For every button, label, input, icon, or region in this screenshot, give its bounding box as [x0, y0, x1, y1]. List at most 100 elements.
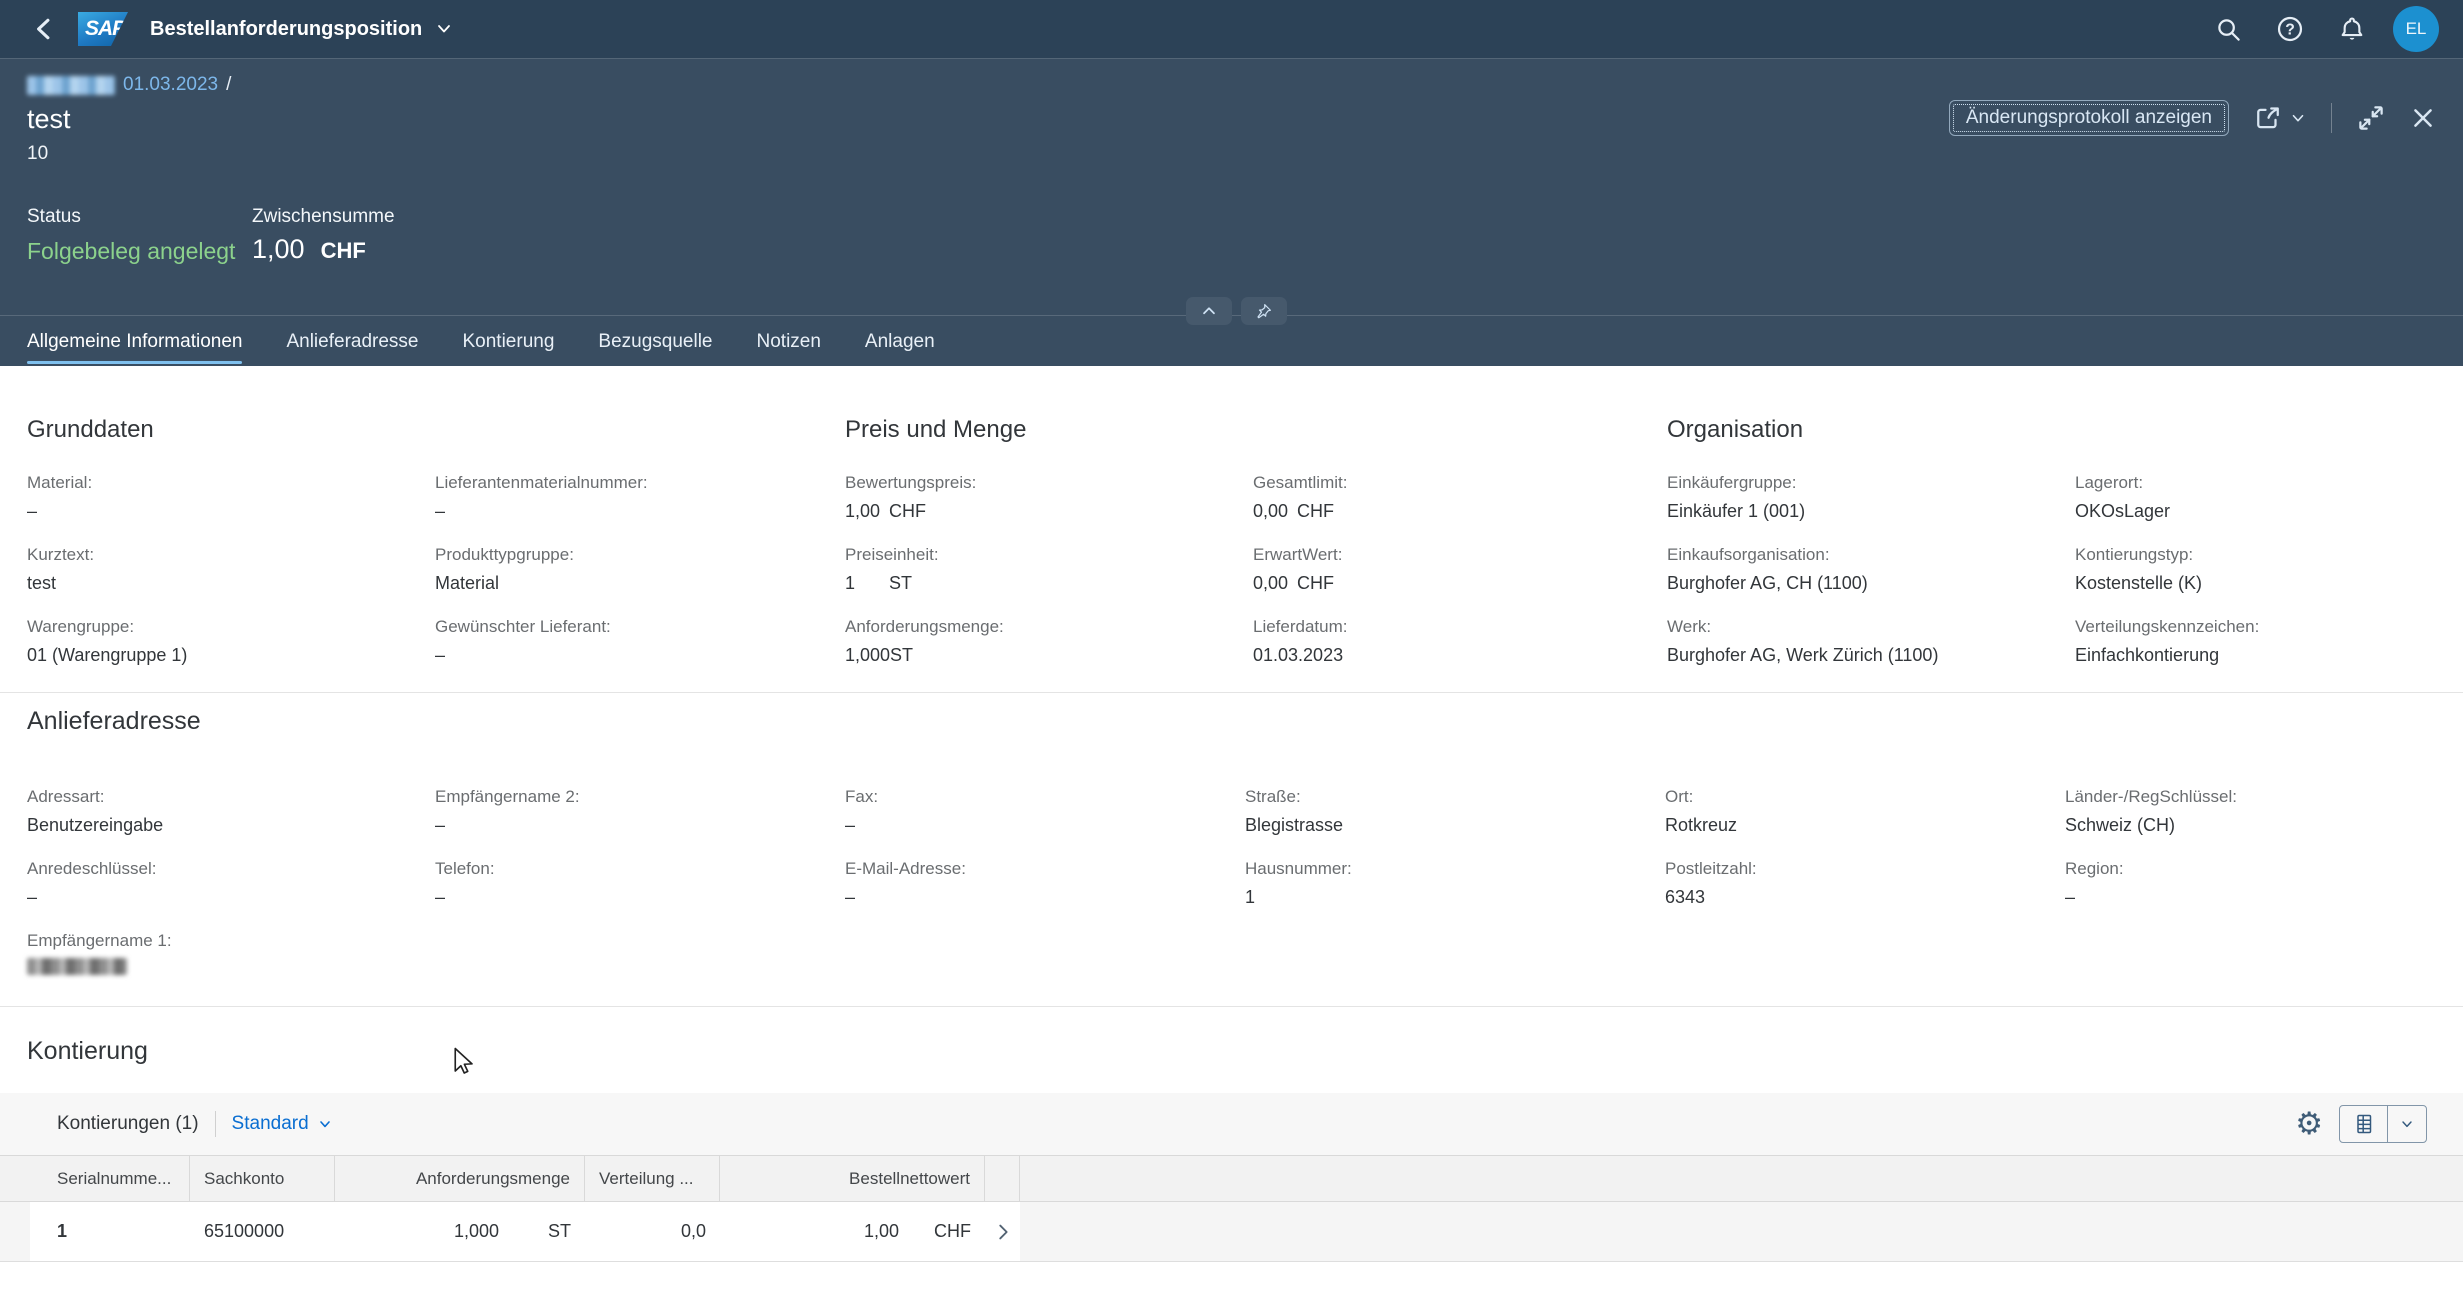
field-value: – [845, 815, 856, 835]
export-split-button [2339, 1105, 2427, 1143]
field: Warengruppe: 01 (Warengruppe 1) [27, 616, 435, 668]
field-value [27, 957, 435, 982]
field-label: Adressart: [27, 787, 105, 806]
help-button[interactable]: ? [2269, 8, 2311, 50]
tab-kontierung[interactable]: Kontierung [462, 331, 555, 352]
field: Lieferantenmaterialnummer: – [435, 472, 845, 524]
field: Adressart: Benutzereingabe [27, 786, 435, 838]
search-button[interactable] [2207, 8, 2249, 50]
pin-header-button[interactable] [1241, 297, 1287, 325]
page-subtitle: 10 [27, 143, 49, 164]
field-label: Kontierungstyp: [2075, 545, 2194, 564]
collapse-header-button[interactable] [1186, 297, 1232, 325]
show-change-log-button[interactable]: Änderungsprotokoll anzeigen [1948, 100, 2229, 136]
section-divider [0, 692, 2463, 693]
field: Lieferdatum: 01.03.2023 [1253, 616, 1667, 668]
field: Ort: Rotkreuz [1665, 786, 2065, 838]
help-icon: ? [2276, 15, 2304, 43]
field: Verteilungskennzeichen: Einfachkontierung [2075, 616, 2436, 668]
share-button[interactable] [2253, 103, 2283, 133]
chevron-down-icon [2399, 1116, 2415, 1132]
redacted-value [27, 958, 127, 975]
table-header-row: Serialnumme... Sachkonto Anforderungsmen… [0, 1155, 2463, 1202]
status-label: Status [27, 206, 81, 227]
field-label: Bewertungspreis: [845, 473, 977, 492]
field-value: 1,00 CHF [845, 501, 926, 521]
field-label: ErwartWert: [1253, 545, 1343, 564]
tab-anlagen[interactable]: Anlagen [864, 331, 935, 352]
field-value: 6343 [1665, 887, 1706, 907]
back-button[interactable] [24, 8, 66, 50]
column-header-verteilung[interactable]: Verteilung ... [585, 1156, 720, 1201]
field: Material: – [27, 472, 435, 524]
breadcrumb-separator: / [226, 74, 232, 95]
column-header-anforderungsmenge[interactable]: Anforderungsmenge [335, 1156, 585, 1201]
svg-text:?: ? [2285, 21, 2295, 38]
bell-icon [2338, 15, 2366, 43]
field-label: Werk: [1667, 617, 1712, 636]
field: Empfängername 2: – [435, 786, 845, 838]
tab-notizen[interactable]: Notizen [756, 331, 821, 352]
group-title: Grunddaten [27, 416, 154, 443]
field-value: Material [435, 573, 500, 593]
field: ErwartWert: 0,00 CHF [1253, 544, 1667, 596]
breadcrumb-date-link[interactable]: 01.03.2023 [123, 74, 219, 95]
tab-allgemeine-informationen[interactable]: Allgemeine Informationen [27, 316, 243, 366]
table-body: 1 65100000 1,000 ST 0,0 1,00 CHF [0, 1202, 2463, 1262]
share-menu-chevron-button[interactable] [2289, 109, 2307, 127]
field: Fax: – [845, 786, 1245, 838]
field-label: Lagerort: [2075, 473, 2144, 492]
field-label: Hausnummer: [1245, 859, 1352, 878]
field-label: Empfängername 1: [27, 931, 172, 950]
sap-logo[interactable]: SAP [78, 12, 128, 46]
cell-anforderungsmenge: 1,000 ST [453, 1221, 571, 1241]
table-settings-button[interactable]: ⚙ [2295, 1108, 2323, 1140]
field-label: Einkäufergruppe: [1667, 473, 1797, 492]
close-icon [2410, 105, 2436, 131]
view-selector-label: Standard [231, 1113, 309, 1134]
app-title-menu[interactable]: Bestellanforderungsposition [150, 18, 454, 41]
spreadsheet-icon [2352, 1112, 2376, 1136]
field-value: – [2065, 887, 2076, 907]
sap-logo-text: SAP [85, 17, 126, 40]
field: Bewertungspreis: 1,00 CHF [845, 472, 1253, 524]
field: Kurztext: test [27, 544, 435, 596]
table-row[interactable]: 1 65100000 1,000 ST 0,0 1,00 CHF [30, 1202, 1020, 1261]
export-button[interactable] [2340, 1106, 2388, 1142]
column-header-sachkonto[interactable]: Sachkonto [190, 1156, 335, 1201]
field-value: 1 ST [845, 573, 913, 593]
notifications-button[interactable] [2331, 8, 2373, 50]
field: Werk: Burghofer AG, Werk Zürich (1100) [1667, 616, 2075, 668]
row-navigation-chevron[interactable] [985, 1221, 1020, 1243]
shell-actions: ? EL [2207, 6, 2439, 52]
tab-anlieferadresse[interactable]: Anlieferadresse [286, 331, 419, 352]
cell-serialnummer: 1 [57, 1221, 68, 1241]
field: E-Mail-Adresse: – [845, 858, 1245, 910]
field-value: Blegistrasse [1245, 815, 1344, 835]
column-header-serialnummer[interactable]: Serialnumme... [30, 1156, 190, 1201]
column-header-bestellnettowert[interactable]: Bestellnettowert [720, 1156, 985, 1201]
field-label: Länder-/RegSchlüssel: [2065, 787, 2237, 806]
collapse-window-button[interactable] [2356, 103, 2386, 133]
page-content: Grunddaten Material: – Kurztext: test Wareng… [0, 366, 2463, 1301]
avatar[interactable]: EL [2393, 6, 2439, 52]
field-label: Kurztext: [27, 545, 95, 564]
field-value: – [435, 645, 446, 665]
field: Lagerort: OKOsLager [2075, 472, 2436, 524]
field: Hausnummer: 1 [1245, 858, 1665, 910]
field-value: – [435, 815, 446, 835]
field-label: Produkttypgruppe: [435, 545, 574, 564]
redacted-name [27, 75, 115, 95]
close-button[interactable] [2410, 105, 2436, 131]
export-menu-chevron-button[interactable] [2388, 1106, 2426, 1142]
back-chevron-icon [31, 15, 59, 43]
tab-bezugsquelle[interactable]: Bezugsquelle [598, 331, 713, 352]
view-selector[interactable]: Standard [232, 1113, 333, 1135]
breadcrumb: 01.03.2023 / [27, 74, 2436, 96]
status-facet: Status Folgebeleg angelegt [27, 206, 252, 265]
field: Produkttypgruppe: Material [435, 544, 845, 596]
header-actions: Änderungsprotokoll anzeigen [1948, 100, 2436, 136]
field-value: Benutzereingabe [27, 815, 164, 835]
field-value: Burghofer AG, CH (1100) [1667, 573, 1868, 593]
